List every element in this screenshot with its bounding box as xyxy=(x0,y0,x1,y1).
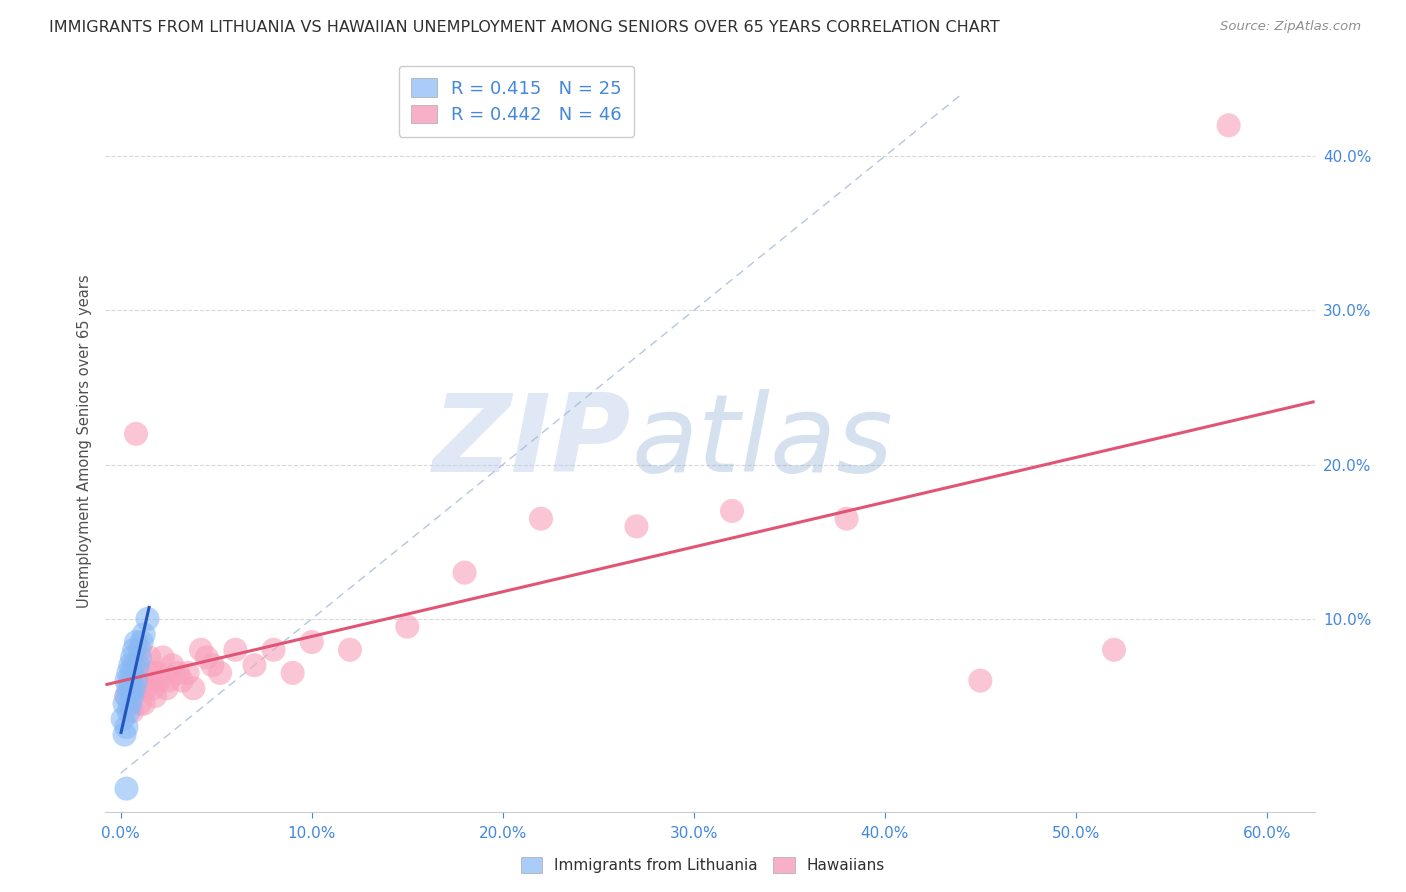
Point xyxy=(117,681,139,696)
Point xyxy=(127,658,149,673)
Point xyxy=(167,665,190,680)
Point xyxy=(157,673,180,688)
Point xyxy=(125,635,148,649)
Point xyxy=(131,635,153,649)
Point xyxy=(121,689,143,703)
Point xyxy=(136,612,159,626)
Point xyxy=(626,519,648,533)
Point xyxy=(117,665,139,680)
Point xyxy=(170,673,193,688)
Legend: R = 0.415   N = 25, R = 0.442   N = 46: R = 0.415 N = 25, R = 0.442 N = 46 xyxy=(399,66,634,136)
Point xyxy=(142,681,165,696)
Point xyxy=(121,665,143,680)
Point xyxy=(127,673,149,688)
Point xyxy=(114,697,136,711)
Point xyxy=(176,665,198,680)
Point xyxy=(143,689,166,703)
Y-axis label: Unemployment Among Seniors over 65 years: Unemployment Among Seniors over 65 years xyxy=(76,275,91,608)
Point xyxy=(115,689,138,703)
Point xyxy=(195,650,218,665)
Point xyxy=(263,642,285,657)
Point xyxy=(141,665,163,680)
Point xyxy=(281,665,304,680)
Point xyxy=(835,511,858,525)
Point xyxy=(131,673,153,688)
Point xyxy=(1218,119,1240,133)
Point xyxy=(190,642,212,657)
Point xyxy=(114,728,136,742)
Point xyxy=(125,673,148,688)
Point xyxy=(120,697,142,711)
Point xyxy=(162,658,184,673)
Point xyxy=(128,650,150,665)
Point xyxy=(122,658,145,673)
Text: ZIP: ZIP xyxy=(433,389,631,494)
Point xyxy=(135,681,157,696)
Point xyxy=(138,650,160,665)
Point xyxy=(115,781,138,796)
Point xyxy=(1102,642,1125,657)
Point xyxy=(181,681,204,696)
Text: atlas: atlas xyxy=(631,389,893,494)
Point xyxy=(132,627,155,641)
Point xyxy=(115,673,138,688)
Point xyxy=(120,681,142,696)
Point xyxy=(121,650,143,665)
Point xyxy=(117,705,139,719)
Point xyxy=(136,673,159,688)
Text: IMMIGRANTS FROM LITHUANIA VS HAWAIIAN UNEMPLOYMENT AMONG SENIORS OVER 65 YEARS C: IMMIGRANTS FROM LITHUANIA VS HAWAIIAN UN… xyxy=(49,20,1000,35)
Legend: Immigrants from Lithuania, Hawaiians: Immigrants from Lithuania, Hawaiians xyxy=(513,849,893,881)
Point xyxy=(128,697,150,711)
Point xyxy=(128,642,150,657)
Point xyxy=(132,697,155,711)
Point xyxy=(115,689,138,703)
Point xyxy=(201,658,224,673)
Point xyxy=(111,712,134,726)
Point xyxy=(396,619,419,633)
Point xyxy=(721,504,744,518)
Point xyxy=(125,681,148,696)
Point xyxy=(155,681,177,696)
Point xyxy=(969,673,991,688)
Point xyxy=(243,658,266,673)
Point xyxy=(152,650,174,665)
Point xyxy=(125,426,148,441)
Point xyxy=(453,566,475,580)
Point xyxy=(121,705,143,719)
Point xyxy=(530,511,553,525)
Point xyxy=(120,658,142,673)
Point xyxy=(301,635,323,649)
Point xyxy=(115,720,138,734)
Point xyxy=(148,673,170,688)
Text: Source: ZipAtlas.com: Source: ZipAtlas.com xyxy=(1220,20,1361,33)
Point xyxy=(122,681,145,696)
Point xyxy=(209,665,232,680)
Point xyxy=(339,642,361,657)
Point xyxy=(120,673,142,688)
Point xyxy=(146,665,169,680)
Point xyxy=(224,642,246,657)
Point xyxy=(122,642,145,657)
